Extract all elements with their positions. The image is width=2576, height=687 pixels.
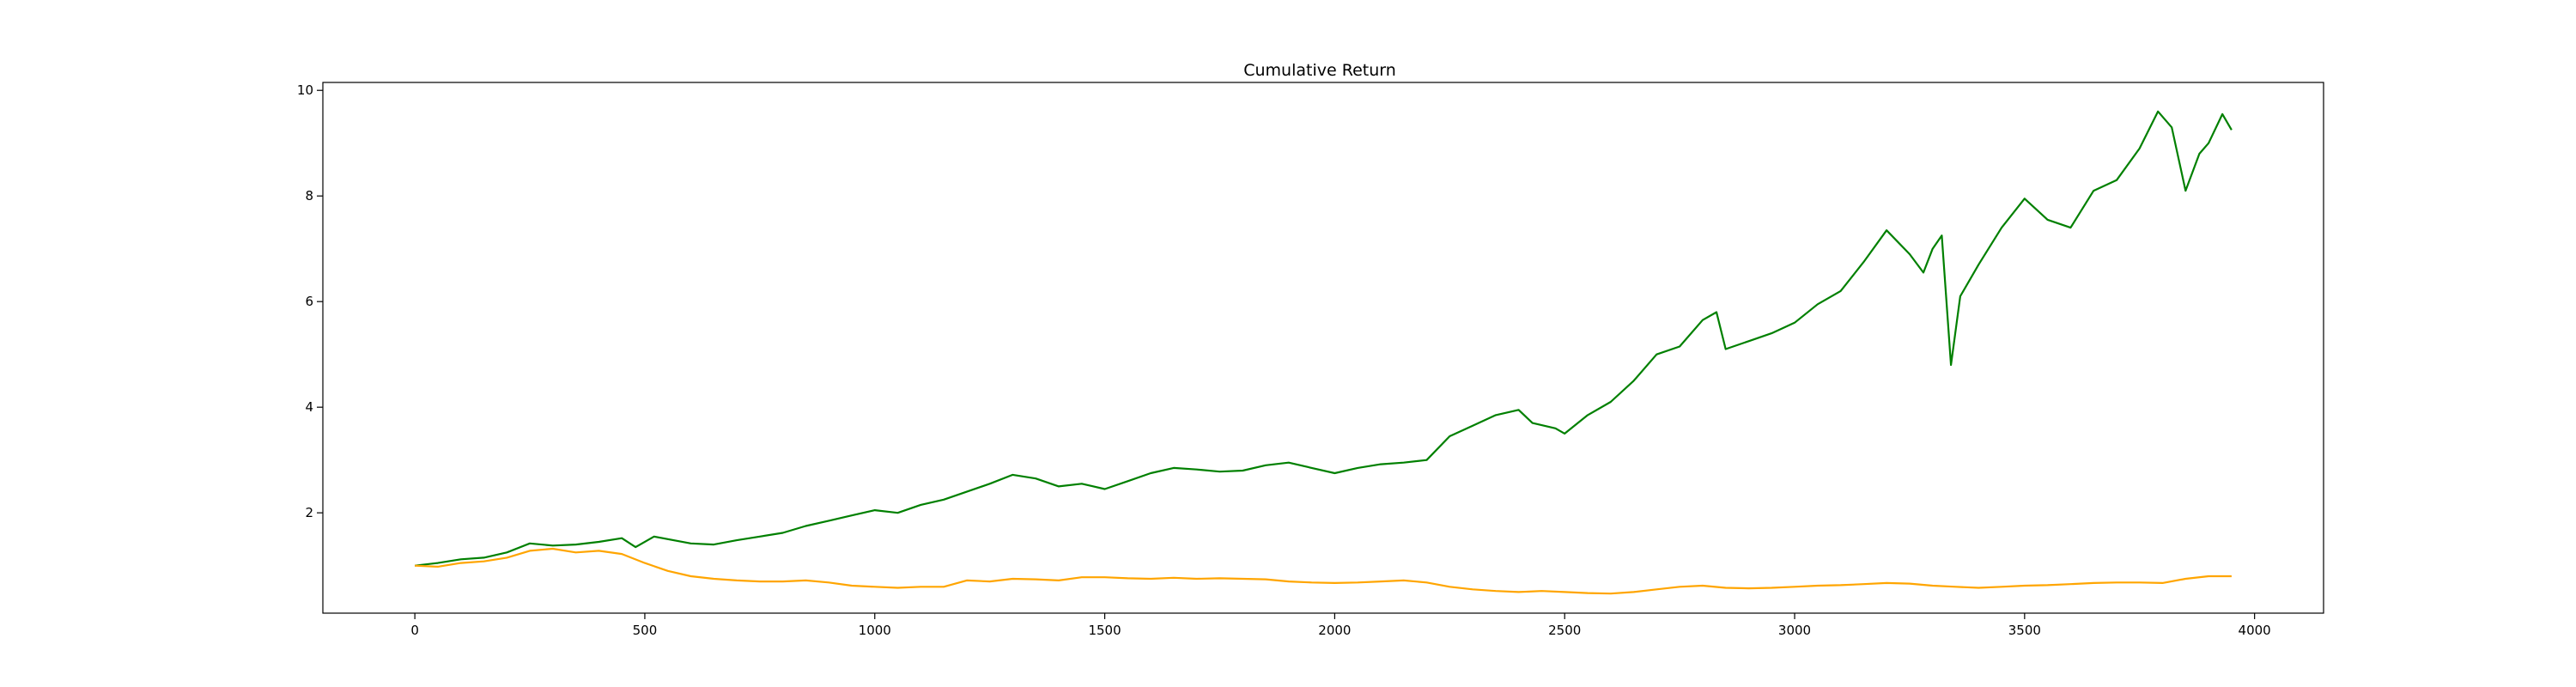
x-tick-label: 0 (410, 623, 419, 638)
x-tick-label: 1500 (1088, 623, 1121, 638)
x-axis: 0 500 1000 1500 2000 2500 3000 3500 4000 (410, 613, 2271, 638)
x-tick-label: 1000 (859, 623, 891, 638)
plot-frame (322, 82, 2324, 614)
y-axis: 2 4 6 8 10 (297, 82, 323, 520)
chart-title: Cumulative Return (1243, 61, 1396, 80)
y-tick-label: 2 (305, 505, 313, 520)
x-tick-label: 2500 (1548, 623, 1581, 638)
x-tick-label: 4000 (2239, 623, 2271, 638)
plot-area (414, 110, 2233, 595)
y-tick-label: 6 (305, 294, 313, 309)
x-tick-label: 3500 (2008, 623, 2041, 638)
x-tick-label: 2000 (1318, 623, 1351, 638)
x-tick-label: 500 (633, 623, 658, 638)
x-tick-label: 3000 (1778, 623, 1811, 638)
y-tick-label: 8 (305, 188, 313, 204)
y-tick-label: 4 (305, 399, 313, 415)
series-line-1 (414, 110, 2233, 567)
y-tick-label: 10 (297, 82, 313, 98)
series-line-2 (415, 547, 2232, 595)
